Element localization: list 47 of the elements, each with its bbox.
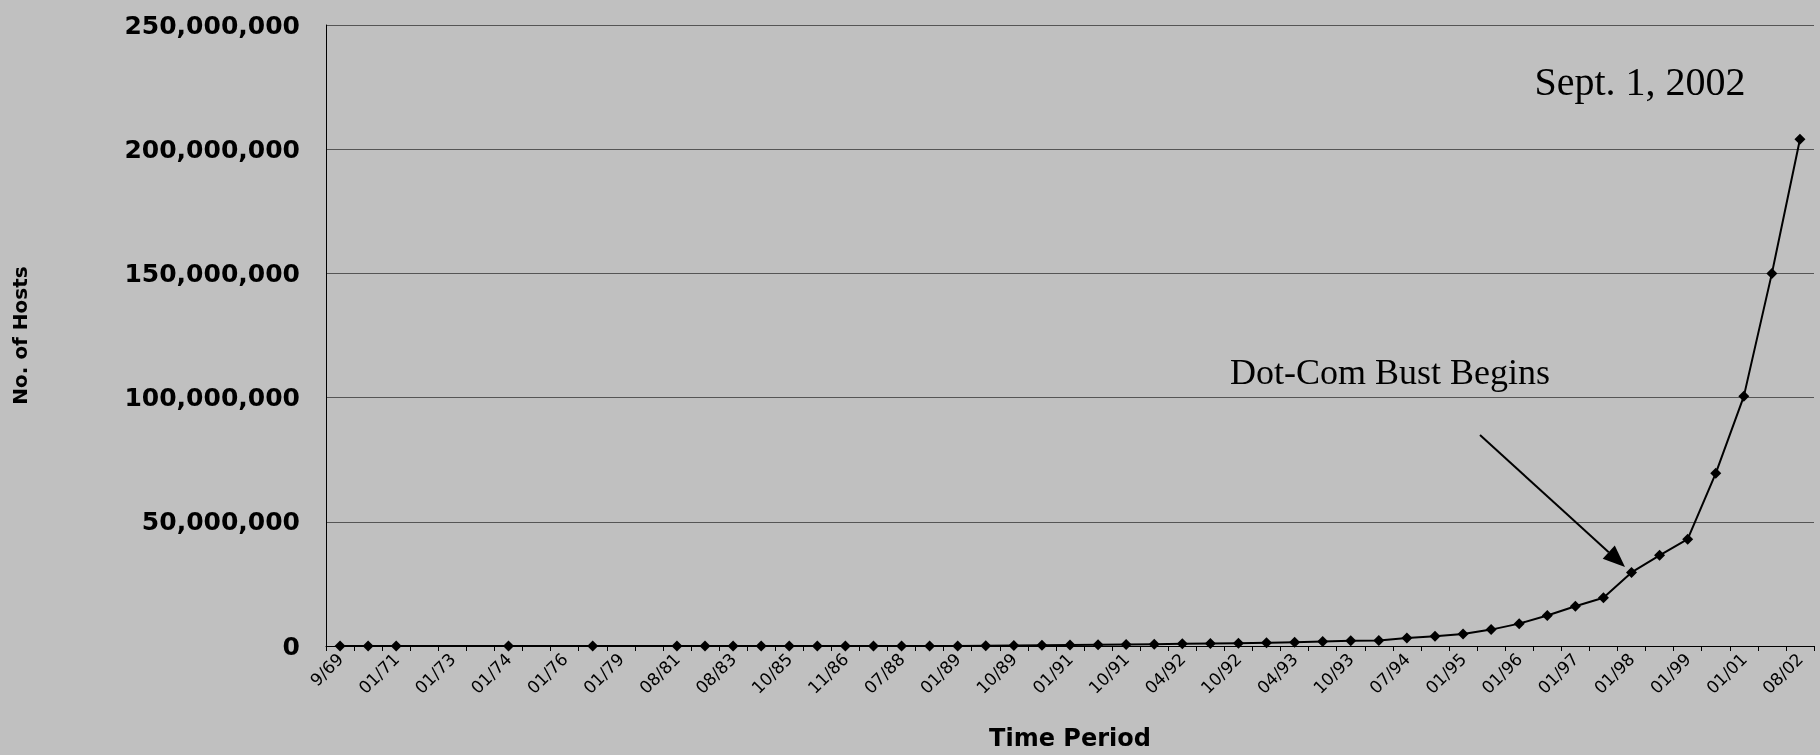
point — [980, 640, 992, 652]
point — [1654, 549, 1666, 561]
y-tick-label: 0 — [282, 631, 300, 661]
point — [1345, 635, 1357, 647]
y-tick-label: 200,000,000 — [124, 134, 300, 164]
point — [1008, 640, 1020, 651]
point — [1373, 635, 1385, 647]
point — [727, 640, 739, 652]
point — [783, 640, 795, 652]
point — [362, 640, 374, 652]
y-tick-label: 50,000,000 — [141, 507, 300, 537]
point — [1429, 630, 1441, 642]
point — [1738, 390, 1750, 402]
point — [1541, 609, 1553, 621]
point — [1513, 618, 1525, 630]
point — [334, 640, 346, 652]
point — [1232, 637, 1244, 649]
point — [699, 640, 711, 652]
point — [1597, 592, 1609, 604]
point — [1289, 636, 1301, 648]
point — [1092, 639, 1104, 651]
point — [1401, 632, 1413, 644]
point — [1148, 638, 1160, 650]
point — [1569, 600, 1581, 612]
y-tick-label: 250,000,000 — [124, 10, 300, 40]
point — [1261, 637, 1273, 649]
point — [671, 640, 683, 652]
point — [1766, 267, 1778, 279]
point — [1204, 638, 1216, 650]
x-axis-title: Time Period — [989, 724, 1151, 752]
annotation: Dot-Com Bust Begins — [1229, 352, 1551, 392]
point — [1794, 133, 1806, 145]
annotation: Sept. 1, 2002 — [1534, 58, 1746, 104]
point — [1176, 638, 1188, 650]
point — [1064, 639, 1076, 651]
point — [1626, 566, 1638, 578]
point — [1036, 639, 1048, 651]
point — [1710, 467, 1722, 479]
point — [1120, 639, 1132, 651]
point — [1457, 628, 1469, 640]
y-tick-label: 100,000,000 — [124, 383, 300, 413]
y-axis-title: No. of Hosts — [8, 266, 32, 405]
point — [755, 640, 767, 652]
y-tick-label: 150,000,000 — [124, 258, 300, 288]
point — [390, 640, 402, 652]
point — [1485, 624, 1497, 636]
point — [1682, 533, 1694, 545]
